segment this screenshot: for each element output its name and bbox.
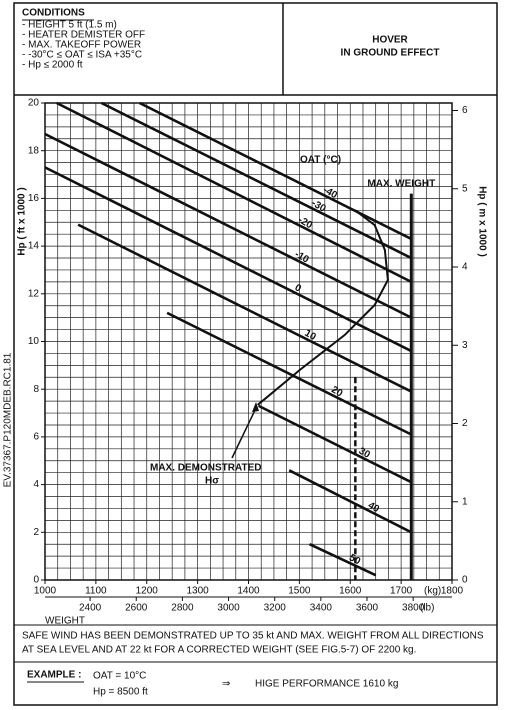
condition: - MAX. TAKEOFF POWER — [22, 40, 141, 51]
note-line: SAFE WIND HAS BEEN DEMONSTRATED UP TO 35… — [22, 631, 484, 642]
example-arrow: ⇒ — [222, 679, 230, 690]
max-demonstrated-curve — [257, 209, 389, 406]
oat-label: 20 — [329, 384, 345, 399]
x2-tick-label: 3600 — [356, 603, 379, 614]
max-weight-label: MAX. WEIGHT — [367, 178, 435, 189]
y2-tick-label: 6 — [462, 105, 468, 116]
y-tick-label: 6 — [33, 432, 39, 443]
y-tick-label: 10 — [28, 336, 40, 347]
x-tick-label: 1300 — [187, 586, 210, 597]
oat-label: -20 — [296, 215, 314, 232]
x-tick-label: 1000 — [34, 586, 57, 597]
example-result: HIGE PERFORMANCE 1610 kg — [255, 679, 398, 690]
x-tick-label: 1600 — [339, 586, 362, 597]
note-line: AT SEA LEVEL AND AT 22 kt FOR A CORRECTE… — [22, 645, 416, 656]
condition: - HEATER DEMISTER OFF — [22, 30, 145, 41]
x2-tick-label: 2400 — [79, 603, 102, 614]
x-tick-label: 1200 — [136, 586, 159, 597]
oat-line — [44, 166, 412, 353]
oat-label: 0 — [293, 282, 304, 295]
x2-unit: (lb) — [420, 603, 434, 614]
oat-line — [139, 101, 412, 241]
x-tick-label: 1100 — [85, 586, 107, 597]
oat-line — [44, 132, 412, 319]
y-tick-label: 14 — [28, 241, 40, 252]
chart-title: HOVER — [372, 35, 408, 46]
y-tick-label: 0 — [33, 575, 39, 586]
y2-tick-label: 1 — [462, 496, 468, 507]
oat-label: 10 — [303, 328, 319, 343]
oat-line — [308, 543, 377, 577]
x2-tick-label: 2800 — [171, 603, 194, 614]
x-label: WEIGHT — [45, 616, 85, 627]
y-tick-label: 18 — [28, 145, 40, 156]
x-tick-label: 1800 — [441, 586, 464, 597]
x2-tick-label: 2600 — [125, 603, 148, 614]
x2-tick-label: 3000 — [217, 603, 240, 614]
y-tick-label: 12 — [28, 288, 40, 299]
x-tick-label: 1400 — [237, 586, 260, 597]
y-tick-label: 2 — [33, 527, 39, 538]
side-code: EV.37367.P120MDEB.RC1.81 — [3, 352, 14, 487]
y2-tick-label: 3 — [462, 340, 468, 351]
y-tick-label: 8 — [33, 384, 39, 395]
y-label: Hp ( ft x 1000 ) — [17, 187, 28, 255]
example-hp: Hp = 8500 ft — [93, 687, 148, 698]
condition: - Hp ≤ 2000 ft — [22, 60, 83, 71]
oat-line — [258, 404, 412, 484]
y-tick-label: 20 — [28, 98, 40, 109]
oat-line — [100, 101, 412, 260]
oat-label: 40 — [366, 500, 382, 515]
oat-line — [288, 469, 412, 534]
y-tick-label: 4 — [33, 479, 39, 490]
x2-tick-label: 3800 — [402, 603, 425, 614]
x-unit: (kg) — [424, 586, 441, 597]
conditions-title: CONDITIONS — [22, 8, 85, 19]
oat-label: -40 — [321, 185, 339, 202]
legend-title: OAT (°C) — [300, 155, 341, 166]
condition: - HEIGHT 5 ft (1.5 m) — [22, 20, 117, 31]
arrow-head — [252, 402, 259, 412]
outer-frame — [13, 2, 498, 706]
y2-tick-label: 5 — [462, 183, 468, 194]
example-label: EXAMPLE : — [27, 670, 81, 681]
oat-label: 30 — [357, 446, 373, 461]
max-demonstrated-sublabel: Hσ — [205, 476, 219, 487]
x-tick-label: 1700 — [390, 586, 413, 597]
oat-line — [56, 101, 412, 284]
oat-label: -10 — [293, 249, 311, 266]
max-demonstrated-label: MAX. DEMONSTRATED — [150, 463, 261, 474]
y-tick-label: 16 — [28, 193, 40, 204]
x2-tick-label: 3200 — [264, 603, 287, 614]
y2-label: Hp ( m x 1000 ) — [476, 186, 487, 257]
x-tick-label: 1500 — [288, 586, 311, 597]
y2-tick-label: 4 — [462, 262, 468, 273]
x2-tick-label: 3400 — [310, 603, 333, 614]
oat-line — [77, 223, 412, 393]
example-oat: OAT = 10°C — [93, 671, 146, 682]
chart-title: IN GROUND EFFECT — [341, 48, 440, 59]
oat-line — [166, 311, 412, 436]
y2-tick-label: 2 — [462, 418, 468, 429]
condition: - -30°C ≤ OAT ≤ ISA +35°C — [22, 50, 142, 61]
y2-tick-label: 0 — [462, 575, 468, 586]
